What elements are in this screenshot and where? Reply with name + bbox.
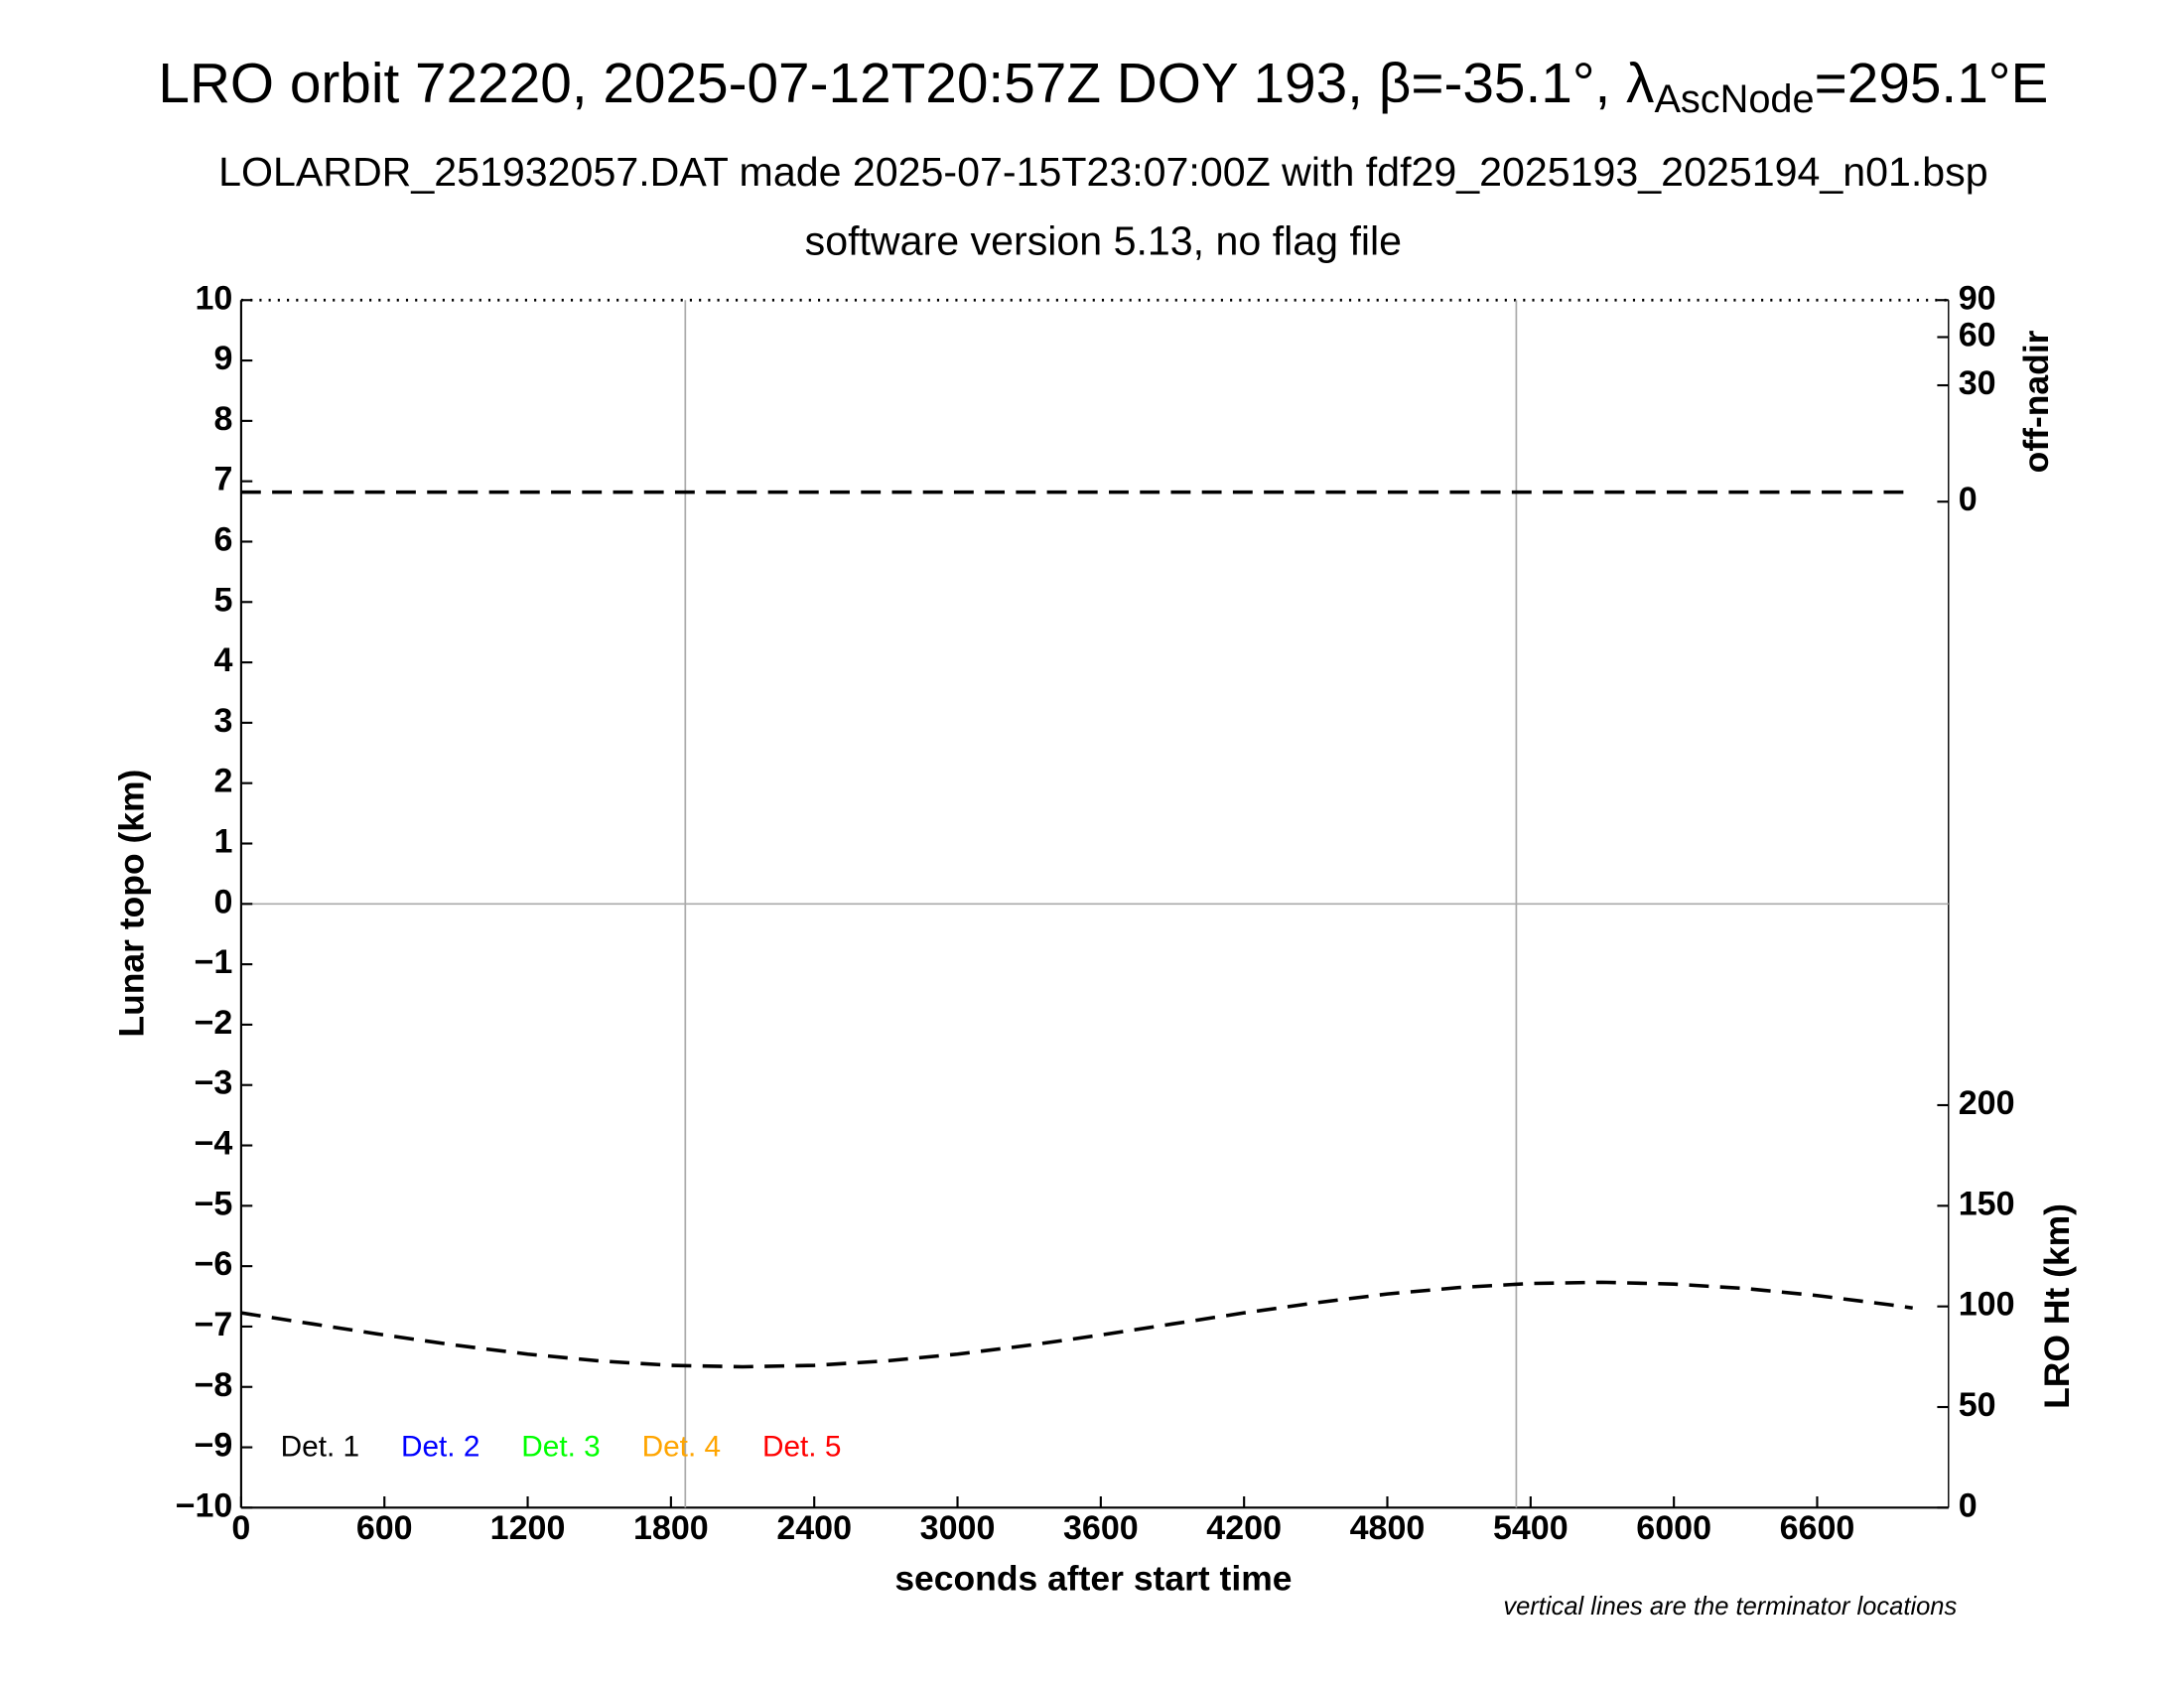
x-tick-label: 0 <box>231 1509 250 1547</box>
y3-tick-label: 0 <box>1959 481 1978 518</box>
legend-entry: Det. 1 <box>281 1431 359 1464</box>
y2-axis-label: LRO Ht (km) <box>2037 1203 2077 1409</box>
y2-tick-label: 150 <box>1959 1185 2015 1222</box>
y-tick-label: −6 <box>195 1245 233 1283</box>
y2-tick-label: 50 <box>1959 1386 1996 1424</box>
y-tick-label: 8 <box>213 400 232 438</box>
y-tick-label: −5 <box>195 1185 233 1222</box>
y-tick-label: −1 <box>195 943 233 981</box>
y-tick-label: 5 <box>213 581 232 619</box>
title-end: =295.1°E <box>1815 53 2049 115</box>
series-line <box>240 1280 1913 1369</box>
y3-tick-label: 60 <box>1959 316 1996 353</box>
x-tick-label: 6600 <box>1780 1509 1855 1547</box>
y-tick-label: −2 <box>195 1004 233 1042</box>
x-tick-label: 4200 <box>1206 1509 1282 1547</box>
y-tick-label: 9 <box>213 340 232 377</box>
legend-entry: Det. 5 <box>762 1431 841 1464</box>
y-tick-label: 6 <box>213 520 232 558</box>
x-tick-label: 4800 <box>1350 1509 1426 1547</box>
y-tick-label: 4 <box>213 641 232 679</box>
x-tick-label: 1200 <box>490 1509 566 1547</box>
x-tick-label: 5400 <box>1493 1509 1569 1547</box>
y2-tick-label: 0 <box>1959 1486 1978 1524</box>
y-tick-label: −10 <box>176 1486 233 1524</box>
x-tick-label: 2400 <box>776 1509 852 1547</box>
y-tick-label: −9 <box>195 1427 233 1465</box>
x-axis-label: seconds after start time <box>894 1559 1292 1599</box>
y-tick-label: −3 <box>195 1064 233 1102</box>
y-tick-label: 3 <box>213 702 232 740</box>
subtitle: software version 5.13, no flag file <box>805 217 1402 263</box>
y-axis-label: Lunar topo (km) <box>111 770 151 1038</box>
x-tick-label: 6000 <box>1636 1509 1711 1547</box>
x-tick-label: 1800 <box>633 1509 709 1547</box>
x-tick-label: 3600 <box>1063 1509 1139 1547</box>
y2-tick-label: 100 <box>1959 1286 2015 1324</box>
y3-tick-label: 30 <box>1959 364 1996 402</box>
y-tick-label: 7 <box>213 461 232 498</box>
y-tick-label: 0 <box>213 883 232 920</box>
subtitle: LOLARDR_251932057.DAT made 2025-07-15T23… <box>218 149 1988 195</box>
legend-entry: Det. 4 <box>642 1431 721 1464</box>
y3-tick-label: 90 <box>1959 279 1996 317</box>
legend-entry: Det. 3 <box>521 1431 600 1464</box>
footnote: vertical lines are the terminator locati… <box>1503 1593 1957 1621</box>
y-tick-label: −7 <box>195 1306 233 1343</box>
y2-tick-label: 200 <box>1959 1084 2015 1122</box>
y-tick-label: −4 <box>195 1125 233 1163</box>
x-tick-label: 600 <box>356 1509 413 1547</box>
x-tick-label: 3000 <box>920 1509 996 1547</box>
y3-axis-label: off-nadir <box>2016 330 2056 473</box>
title-subscript: AscNode <box>1654 77 1814 121</box>
y-tick-label: −8 <box>195 1366 233 1404</box>
title-main: LRO orbit 72220, 2025-07-12T20:57Z DOY 1… <box>158 53 1654 115</box>
y-tick-label: 2 <box>213 763 232 800</box>
legend-entry: Det. 2 <box>401 1431 479 1464</box>
y-tick-label: 10 <box>196 279 233 317</box>
y-tick-label: 1 <box>213 823 232 861</box>
chart-title: LRO orbit 72220, 2025-07-12T20:57Z DOY 1… <box>158 53 2048 121</box>
